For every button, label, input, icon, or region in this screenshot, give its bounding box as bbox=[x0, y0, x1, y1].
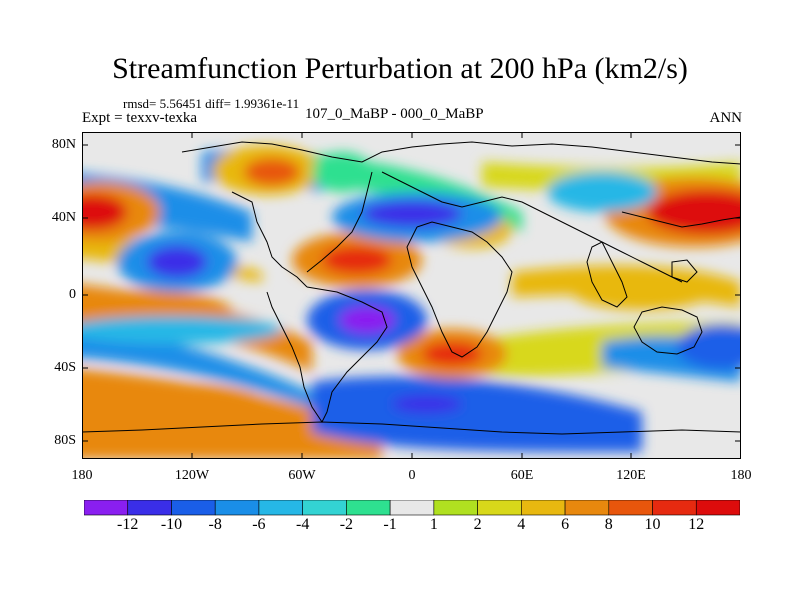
high-south-band bbox=[82, 382, 272, 432]
colorbar-box bbox=[84, 500, 129, 516]
colorbar-box bbox=[302, 500, 347, 516]
coast-eurasia-south bbox=[381, 171, 683, 283]
colorbar-box bbox=[652, 500, 697, 516]
field-band-blue-sw bbox=[82, 324, 332, 417]
plot-title: Streamfunction Perturbation at 200 hPa (… bbox=[112, 52, 688, 85]
colorbar-label: -6 bbox=[252, 516, 266, 533]
experiment-name: 107_0_MaBP - 000_0_MaBP bbox=[305, 106, 484, 122]
colorbar-label: 1 bbox=[429, 516, 438, 533]
colorbar-label: 4 bbox=[517, 516, 526, 533]
lon-label-120e: 120E bbox=[616, 468, 646, 483]
colorbar-box bbox=[564, 500, 610, 516]
coast-na-west bbox=[231, 191, 308, 288]
stats-text: rmsd= 5.56451 diff= 1.99361e-11 bbox=[123, 96, 300, 111]
lat-label-40s: 40S bbox=[54, 360, 76, 375]
lon-label-60w: 60W bbox=[288, 468, 316, 483]
coast-islands bbox=[671, 259, 698, 283]
map-plot bbox=[82, 132, 741, 459]
high-east-core bbox=[647, 190, 741, 234]
coast-india bbox=[586, 241, 628, 308]
lat-label-80s: 80S bbox=[54, 433, 76, 448]
colorbar-box bbox=[346, 500, 391, 516]
colorbar bbox=[84, 500, 740, 516]
coast-africa bbox=[406, 221, 513, 358]
colorbar-box bbox=[214, 500, 260, 516]
low-west-core bbox=[147, 246, 207, 278]
lat-label-80n: 80N bbox=[51, 137, 76, 152]
colorbar-box bbox=[521, 500, 566, 516]
coastlines bbox=[82, 141, 741, 435]
low-north-core bbox=[362, 201, 462, 227]
high-east-band bbox=[572, 274, 712, 310]
lat-label-40n: 40N bbox=[51, 210, 76, 225]
colorbar-box bbox=[695, 500, 740, 516]
colorbar-box bbox=[171, 500, 216, 516]
high-north-core bbox=[244, 158, 300, 186]
high-central-core bbox=[322, 246, 392, 274]
colorbar-box bbox=[433, 500, 478, 516]
colorbar-label: -8 bbox=[208, 516, 222, 533]
colorbar-label: -2 bbox=[339, 516, 354, 533]
low-se-core bbox=[677, 325, 741, 369]
coast-na-east bbox=[306, 171, 373, 273]
lat-label-0: 0 bbox=[69, 287, 76, 302]
coast-asia-east bbox=[621, 211, 741, 228]
low-sw-band bbox=[82, 316, 282, 344]
colorbar-box bbox=[608, 500, 653, 516]
low-center-core bbox=[339, 306, 395, 334]
colorbar-label: -4 bbox=[296, 516, 310, 533]
lon-label-180w: 180 bbox=[71, 468, 93, 483]
colorbar-label: -1 bbox=[383, 516, 397, 533]
coast-arctic bbox=[181, 141, 741, 165]
high-west-core bbox=[82, 194, 127, 230]
coast-australia bbox=[633, 306, 703, 355]
lon-label-60e: 60E bbox=[510, 468, 534, 483]
colorbar-box bbox=[127, 500, 172, 516]
experiment-label: Expt = texxv-texka bbox=[82, 110, 198, 126]
colorbar-label: 2 bbox=[473, 516, 482, 533]
colorbar-label: -10 bbox=[160, 516, 183, 533]
colorbar-box bbox=[258, 500, 303, 516]
contour-fields bbox=[82, 145, 741, 459]
low-south-core bbox=[392, 395, 462, 413]
low-green-n bbox=[312, 152, 372, 192]
colorbar-label: 12 bbox=[688, 516, 705, 533]
coast-sa-east bbox=[306, 286, 388, 423]
axis-ticks bbox=[82, 132, 741, 459]
colorbar-label: -12 bbox=[117, 516, 139, 533]
colorbar-label: 8 bbox=[604, 516, 613, 533]
colorbar-label: 10 bbox=[644, 516, 661, 533]
low-ne bbox=[547, 172, 657, 212]
colorbar-box bbox=[389, 500, 435, 516]
coast-sa-west bbox=[266, 291, 323, 423]
lon-label-0: 0 bbox=[408, 468, 416, 483]
colorbar-box bbox=[477, 500, 522, 516]
colorbar-label: 6 bbox=[561, 516, 570, 533]
high-south-core bbox=[422, 342, 482, 366]
season-label: ANN bbox=[709, 110, 743, 126]
coast-antarctica bbox=[82, 421, 741, 435]
lon-label-180e: 180 bbox=[730, 468, 752, 483]
lon-label-120w: 120W bbox=[174, 468, 210, 483]
